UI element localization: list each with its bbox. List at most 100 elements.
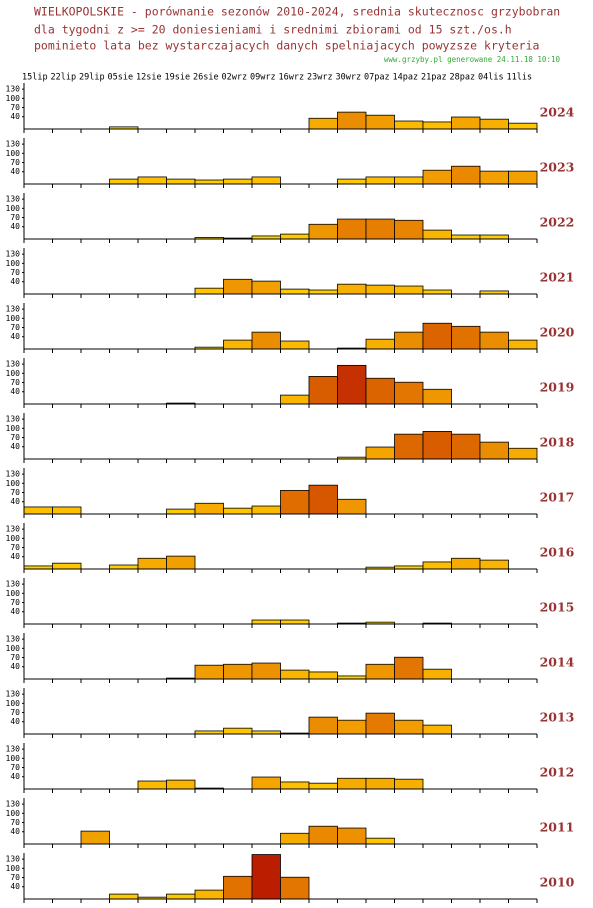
- x-tick-label: 11lis: [507, 73, 533, 83]
- legend-label: 2012: [540, 765, 575, 780]
- y-tick-label: 130: [6, 85, 21, 94]
- y-tick-label: 40: [10, 332, 20, 341]
- y-tick-label: 70: [10, 653, 20, 662]
- y-tick-label: 100: [6, 809, 21, 818]
- bar: [280, 340, 310, 350]
- bar: [251, 619, 281, 625]
- bar: [337, 218, 367, 240]
- x-tick-label: 09wrz: [250, 73, 276, 83]
- bar: [308, 484, 338, 515]
- bar: [337, 719, 367, 735]
- bar: [280, 781, 310, 790]
- bar: [337, 498, 367, 515]
- y-tick-label: 70: [10, 818, 20, 827]
- bar: [280, 489, 310, 515]
- y-tick-label: 130: [6, 470, 21, 479]
- bar: [365, 837, 395, 845]
- legend-label: 2011: [540, 820, 575, 835]
- bar: [365, 114, 395, 130]
- legend-label: 2016: [540, 545, 575, 560]
- bar: [308, 825, 338, 845]
- bar: [308, 375, 338, 405]
- y-tick-label: 70: [10, 433, 20, 442]
- bar: [365, 777, 395, 790]
- bar: [365, 446, 395, 460]
- y-tick-label: 40: [10, 717, 20, 726]
- y-tick-label: 40: [10, 277, 20, 286]
- y-tick-label: 130: [6, 250, 21, 259]
- bar: [479, 170, 509, 185]
- bar: [280, 394, 310, 405]
- x-tick-label: 22lip: [51, 73, 77, 83]
- bar: [479, 441, 509, 460]
- y-tick-label: 40: [10, 827, 20, 836]
- x-tick-label: 12sie: [136, 73, 162, 83]
- y-tick-label: 100: [6, 479, 21, 488]
- bar: [280, 619, 310, 625]
- y-tick-label: 100: [6, 754, 21, 763]
- y-tick-label: 40: [10, 222, 20, 231]
- bar: [337, 111, 367, 130]
- y-tick-label: 130: [6, 195, 21, 204]
- chart-subtitle: pominieto lata bez wystarczajacych danyc…: [34, 39, 539, 53]
- y-tick-label: 70: [10, 543, 20, 552]
- bar: [365, 284, 395, 295]
- bar: [451, 165, 481, 185]
- bar: [52, 562, 82, 570]
- x-tick-label: 14paz: [393, 73, 419, 83]
- y-tick-label: 130: [6, 855, 21, 864]
- bar: [479, 234, 509, 240]
- bar: [166, 555, 196, 570]
- bar: [422, 668, 452, 680]
- y-tick-label: 40: [10, 112, 20, 121]
- y-tick-label: 40: [10, 607, 20, 616]
- y-tick-label: 130: [6, 525, 21, 534]
- y-tick-label: 70: [10, 763, 20, 772]
- bar: [422, 561, 452, 570]
- bar: [451, 325, 481, 350]
- bar: [223, 178, 253, 185]
- bar: [280, 288, 310, 295]
- bar: [365, 176, 395, 185]
- y-tick-label: 130: [6, 140, 21, 149]
- y-tick-label: 40: [10, 552, 20, 561]
- bar: [508, 170, 538, 185]
- bar: [422, 430, 452, 460]
- y-tick-label: 70: [10, 268, 20, 277]
- bar: [394, 176, 424, 185]
- bar: [337, 777, 367, 790]
- y-tick-label: 70: [10, 488, 20, 497]
- bar: [451, 116, 481, 130]
- x-tick-label: 29lip: [79, 73, 105, 83]
- legend-label: 2014: [540, 655, 575, 670]
- y-tick-label: 130: [6, 305, 21, 314]
- chart-title: WIELKOPOLSKIE - porównanie sezonów 2010-…: [34, 5, 560, 19]
- y-tick-label: 70: [10, 158, 20, 167]
- y-tick-label: 70: [10, 103, 20, 112]
- x-tick-label: 15lip: [22, 73, 48, 83]
- bar: [280, 832, 310, 845]
- legend-label: 2024: [540, 105, 575, 120]
- bar: [223, 727, 253, 735]
- bar: [137, 176, 167, 185]
- bar: [479, 559, 509, 570]
- bar: [451, 433, 481, 460]
- legend-label: 2019: [540, 380, 575, 395]
- x-tick-label: 30wrz: [336, 73, 362, 83]
- bar: [23, 506, 53, 515]
- bar: [508, 122, 538, 130]
- bar: [137, 557, 167, 570]
- bar: [251, 505, 281, 515]
- bar: [251, 176, 281, 185]
- bar: [280, 876, 310, 900]
- y-tick-label: 130: [6, 690, 21, 699]
- bar: [337, 364, 367, 405]
- bar: [394, 719, 424, 735]
- bar: [280, 233, 310, 240]
- bar: [308, 117, 338, 130]
- bar: [422, 169, 452, 185]
- bar: [308, 716, 338, 735]
- bar: [52, 506, 82, 515]
- legend-label: 2020: [540, 325, 575, 340]
